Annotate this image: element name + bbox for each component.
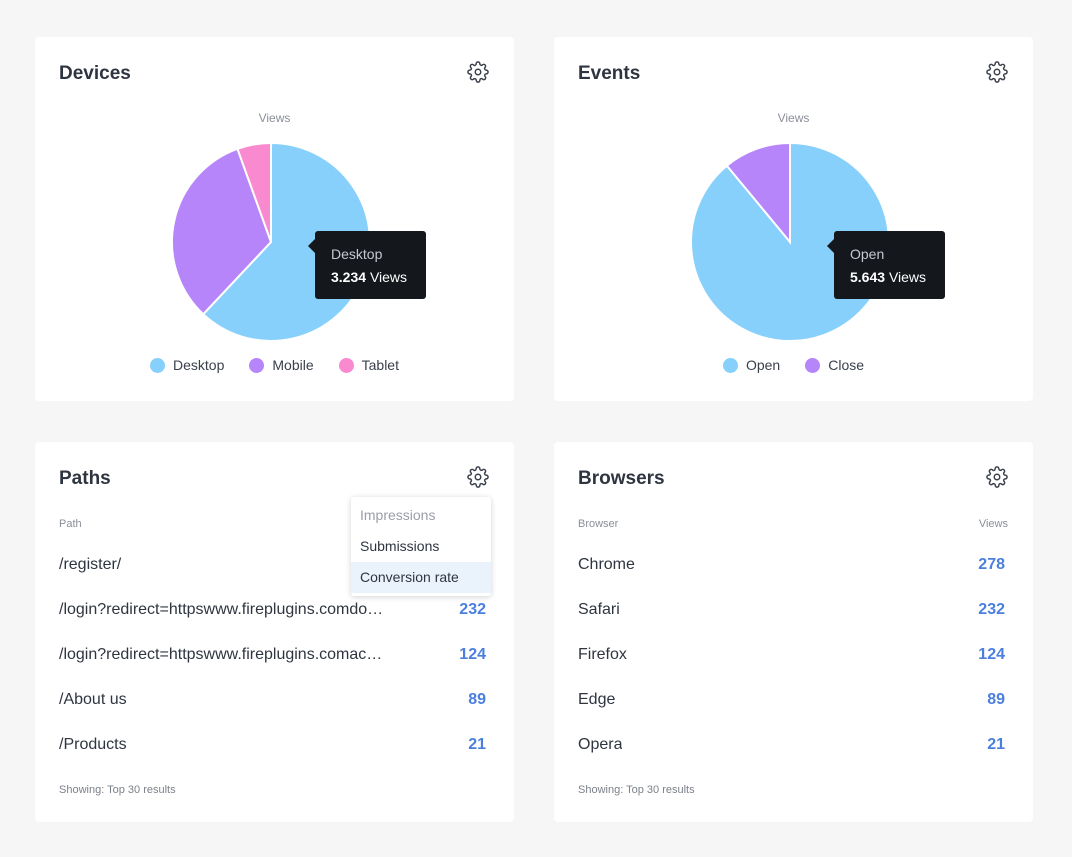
devices-card: Devices Views Desktop 3.234 Views Deskto… [35,37,514,401]
browser-name: Firefox [578,645,627,663]
browsers-settings-button[interactable] [986,466,1008,488]
table-row[interactable]: Safari 232 [578,587,1005,632]
legend-dot-mobile [249,357,265,373]
tooltip-unit: Views [888,269,927,285]
legend-item-close[interactable]: Close [805,357,864,373]
legend-label: Tablet [361,357,399,373]
menu-item-conversion-rate[interactable]: Conversion rate [351,562,491,593]
tooltip-value: 5.643 Views [850,266,929,288]
table-row[interactable]: /About us 89 [59,677,486,722]
path-value: 232 [459,600,486,618]
browser-name: Edge [578,690,616,708]
menu-item-impressions[interactable]: Impressions [360,507,436,523]
legend-dot-open [722,357,738,373]
tooltip-series-name: Desktop [331,246,383,262]
path-name: /login?redirect=httpswww.fireplugins.com… [59,600,384,618]
table-row[interactable]: /Products 21 [59,722,486,767]
devices-pie-chart[interactable] [35,37,514,401]
browser-value: 89 [987,690,1005,708]
legend-dot-desktop [150,357,166,373]
events-card: Events Views Open 5.643 Views Open Close [554,37,1033,401]
paths-list: /register/ /login?redirect=httpswww.fire… [59,542,486,767]
browser-name: Chrome [578,555,635,573]
browser-name: Safari [578,600,620,618]
tooltip-number: 3.234 [331,269,367,285]
tooltip-value: 3.234 Views [331,266,410,288]
events-legend: Open Close [554,357,1033,373]
legend-item-mobile[interactable]: Mobile [249,357,314,373]
events-title: Events [578,63,641,84]
table-row[interactable]: /login?redirect=httpswww.fireplugins.com… [59,632,486,677]
devices-settings-button[interactable] [467,61,489,83]
pie-slice-mobile[interactable] [171,147,273,316]
metric-dropdown-menu: Impressions Submissions Conversion rate [351,497,491,596]
path-name: /About us [59,690,127,708]
pie-slice-tablet[interactable] [236,141,272,243]
legend-label: Close [828,357,865,373]
table-row[interactable]: /login?redirect=httpswww.fireplugins.com… [59,587,486,632]
browsers-value-header: Views [978,518,1008,530]
browser-name: Opera [578,735,623,753]
events-pie-chart[interactable] [554,37,1033,401]
pie-slice-close[interactable] [725,141,791,245]
menu-item-submissions[interactable]: Submissions [360,538,440,554]
devices-tooltip: Desktop 3.234 Views [308,231,426,299]
paths-title: Paths [59,468,111,489]
legend-label: Open [745,357,781,373]
paths-card: Paths Path /register/ /login?redirect=ht… [35,442,514,822]
browser-value: 21 [987,735,1005,753]
path-value: 21 [468,735,486,753]
legend-label: Desktop [173,357,225,373]
browsers-title: Browsers [578,468,665,489]
tooltip-unit: Views [369,269,408,285]
gear-icon [986,466,1008,488]
table-row[interactable]: Chrome 278 [578,542,1005,587]
path-name: /login?redirect=httpswww.fireplugins.com… [59,645,383,663]
table-row[interactable]: Firefox 124 [578,632,1005,677]
devices-pie-label: Views [258,111,291,125]
events-tooltip: Open 5.643 Views [827,231,945,299]
path-name: /Products [59,735,127,753]
browser-value: 232 [978,600,1005,618]
path-value: 124 [459,645,486,663]
legend-item-tablet[interactable]: Tablet [338,357,399,373]
gear-icon [467,466,489,488]
browsers-footer: Showing: Top 30 results [578,784,695,796]
table-row[interactable]: Edge 89 [578,677,1005,722]
events-settings-button[interactable] [986,61,1008,83]
legend-item-open[interactable]: Open [722,357,781,373]
devices-title: Devices [59,63,131,84]
paths-column-header: Path [59,518,82,530]
tooltip-number: 5.643 [850,269,886,285]
browser-value: 124 [978,645,1005,663]
gear-icon [467,61,489,83]
legend-label: Mobile [272,357,314,373]
browsers-card: Browsers Browser Views Chrome 278 Safari… [554,442,1033,822]
legend-dot-tablet [338,357,354,373]
path-name: /register/ [59,555,122,573]
paths-footer: Showing: Top 30 results [59,784,176,796]
browsers-column-header: Browser [578,518,619,530]
browser-value: 278 [978,555,1005,573]
events-pie-label: Views [777,111,810,125]
legend-item-desktop[interactable]: Desktop [150,357,224,373]
table-row[interactable]: Opera 21 [578,722,1005,767]
legend-dot-close [805,357,821,373]
browsers-list: Chrome 278 Safari 232 Firefox 124 Edge 8… [578,542,1005,767]
paths-settings-button[interactable] [467,466,489,488]
tooltip-series-name: Open [850,246,885,262]
gear-icon [986,61,1008,83]
devices-legend: Desktop Mobile Tablet [35,357,514,373]
path-value: 89 [468,690,486,708]
